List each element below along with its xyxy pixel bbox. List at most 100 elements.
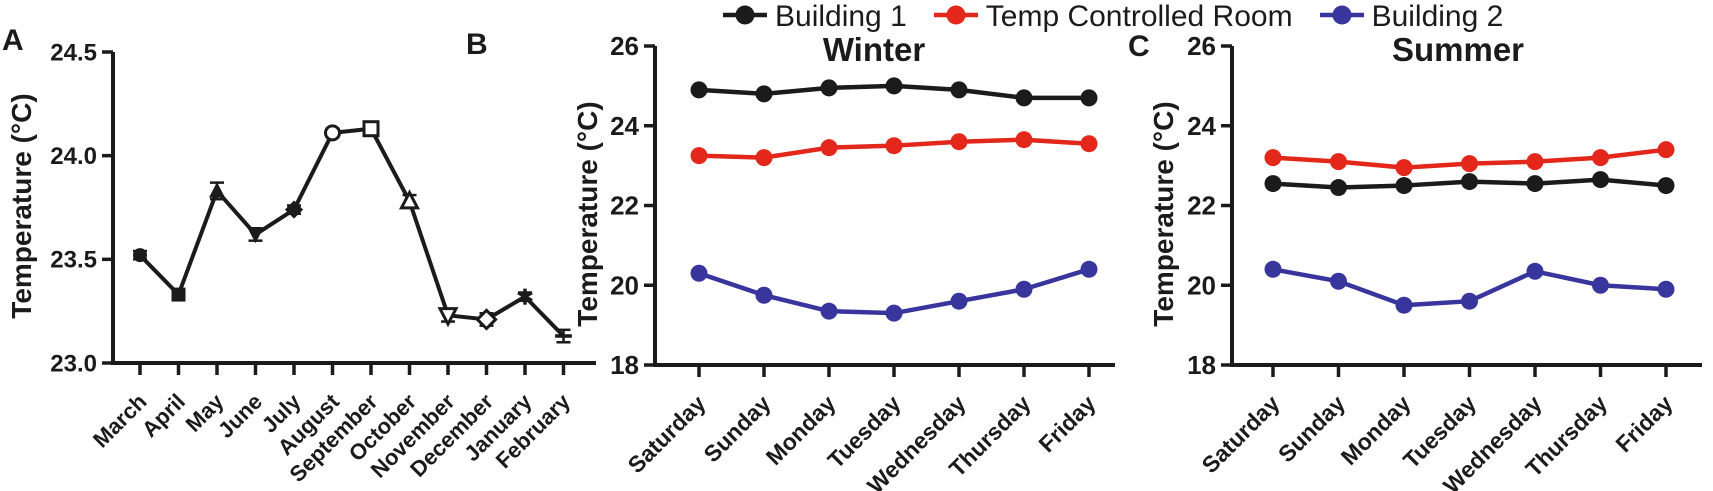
axes-lines (111, 52, 596, 365)
series-building-1 (690, 77, 1098, 107)
series-building-2 (690, 260, 1098, 322)
data-point-marker (690, 264, 708, 282)
data-point-marker (690, 81, 708, 99)
data-point-marker (1080, 260, 1098, 278)
data-point-marker (1592, 276, 1609, 294)
x-tick-label: Friday (1610, 390, 1677, 457)
data-point-marker (1080, 89, 1098, 107)
data-point-marker (1330, 272, 1347, 290)
data-point-marker (171, 287, 186, 302)
data-point-marker (1330, 179, 1347, 197)
data-point-marker (1395, 159, 1413, 177)
data-point-marker (284, 200, 304, 219)
data-point-marker (820, 302, 838, 320)
panel-b-title: Winter (822, 31, 926, 68)
y-tick-label: 26 (1187, 31, 1216, 61)
data-point-marker (1657, 177, 1675, 195)
y-tick-label: 18 (1187, 350, 1216, 380)
line-marker-icon (722, 2, 768, 33)
data-point-marker (1526, 262, 1544, 280)
panel-a-plot: 23.023.524.024.5MarchAprilMayJuneJulyAug… (50, 39, 596, 487)
data-point-marker (755, 85, 773, 103)
data-point-marker (1526, 153, 1544, 171)
data-point-marker (398, 189, 421, 210)
data-point-marker (1080, 135, 1098, 153)
data-point-marker (1395, 177, 1413, 195)
data-point-marker (950, 292, 968, 310)
panel-c-plot: 1820222426SaturdaySundayMondayTuesdayWed… (1187, 31, 1702, 491)
data-point-marker (1395, 296, 1413, 314)
line-marker-icon (1319, 2, 1365, 33)
series-building-2 (1264, 260, 1675, 314)
data-point-marker (1657, 280, 1675, 298)
legend-label: Building 1 (775, 0, 907, 33)
y-tick-label: 24 (610, 111, 639, 141)
y-tick-label: 23.0 (50, 350, 97, 377)
y-tick-label: 20 (1187, 270, 1216, 300)
y-tick-label: 20 (610, 270, 639, 300)
data-point-marker (1526, 175, 1544, 193)
data-point-marker (1330, 153, 1347, 171)
x-tick-label: June (213, 389, 267, 443)
data-point-marker (1264, 260, 1282, 278)
data-point-marker (885, 304, 903, 322)
legend-marker-glyph (933, 5, 978, 24)
panel-a-letter: A (2, 24, 24, 57)
y-tick-label: 22 (610, 191, 639, 221)
series-temp-controlled-room (690, 131, 1098, 167)
data-point-marker (950, 81, 968, 99)
data-point-marker (1015, 280, 1033, 298)
x-tick-label: Saturday (1197, 390, 1285, 478)
panel-b-letter: B (466, 28, 488, 61)
legend-marker-glyph (1319, 5, 1364, 24)
data-point-marker (1592, 149, 1609, 167)
data-point-marker (820, 79, 838, 97)
axes-lines (653, 46, 1115, 367)
data-point-marker (950, 133, 968, 151)
legend-label: Building 2 (1371, 0, 1504, 33)
y-tick-label: 24.0 (50, 143, 97, 170)
data-point-marker (517, 291, 533, 303)
series-line (138, 126, 566, 339)
legend-item-building-2: Building 2 (1319, 0, 1504, 34)
data-point-marker (133, 248, 147, 263)
y-tick-label: 24 (1187, 111, 1216, 141)
x-tick-label: Friday (1033, 390, 1100, 457)
legend-label: Temp Controlled Room (985, 0, 1293, 33)
legend-marker-glyph (723, 5, 767, 24)
data-point-marker (885, 77, 903, 95)
data-point-marker (208, 182, 226, 198)
legend-item-temp-controlled-room: Temp Controlled Room (933, 0, 1293, 34)
data-point-marker (820, 139, 838, 157)
series-building-1 (1264, 171, 1675, 197)
panel-c-letter: C (1128, 30, 1150, 63)
panel-c-title: Summer (1391, 31, 1525, 68)
data-point-marker (1015, 131, 1033, 149)
y-tick-label: 18 (610, 350, 639, 380)
figure-legend: Building 1 Temp Controlled Room Building… (722, 0, 1503, 34)
data-point-marker (755, 149, 773, 167)
panel-b-plot: 1820222426SaturdaySundayMondayTuesdayWed… (610, 31, 1115, 491)
line-marker-icon (933, 2, 979, 33)
data-point-marker (1015, 89, 1033, 107)
data-point-marker (885, 137, 903, 155)
data-point-marker (1592, 171, 1609, 189)
data-point-marker (1264, 149, 1282, 167)
data-point-marker (1657, 141, 1675, 159)
data-point-marker (1461, 292, 1478, 310)
data-point-marker (1264, 175, 1282, 193)
data-point-marker (1461, 173, 1478, 191)
x-tick-label: Saturday (623, 390, 711, 478)
data-point-marker (690, 147, 708, 165)
y-tick-label: 23.5 (50, 247, 97, 274)
x-tick-label: April (137, 389, 190, 442)
data-point-marker (755, 286, 773, 304)
data-point-marker (362, 120, 380, 138)
y-tick-label: 24.5 (50, 39, 97, 66)
axes-lines (1230, 46, 1702, 367)
y-tick-label: 26 (610, 31, 639, 61)
data-point-marker (475, 308, 498, 331)
data-point-marker (437, 307, 459, 328)
